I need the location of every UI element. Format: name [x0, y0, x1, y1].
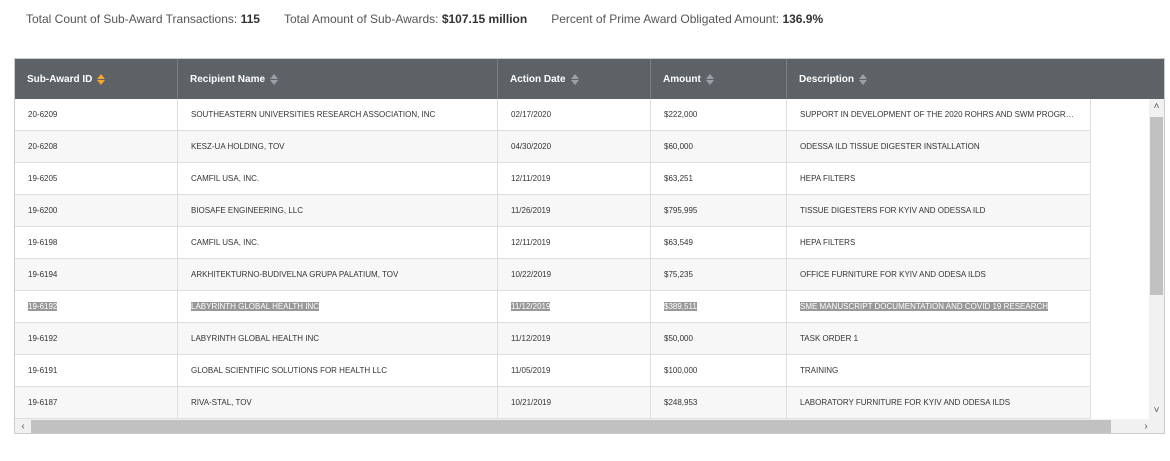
cell-sub-award-id[interactable]: 20-6209: [15, 99, 178, 130]
summary-percent: Percent of Prime Award Obligated Amount:…: [551, 12, 823, 28]
cell-action-date: 04/30/2020: [498, 131, 651, 162]
cell-sub-award-id[interactable]: 19-6205: [15, 163, 178, 194]
sub-awards-table: Sub-Award ID Recipient Name Action Date …: [14, 58, 1165, 434]
horizontal-scrollbar[interactable]: ‹ ›: [15, 419, 1164, 433]
cell-recipient-name[interactable]: RIVA-STAL, TOV: [178, 387, 498, 418]
cell-recipient-name[interactable]: LABYRINTH GLOBAL HEALTH INC: [178, 291, 498, 322]
cell-description: TISSUE DIGESTERS FOR KYIV AND ODESSA ILD: [787, 195, 1091, 226]
table-row[interactable]: 19-6194 ARKHITEKTURNO-BUDIVELNA GRUPA PA…: [15, 259, 1091, 291]
cell-description: HEPA FILTERS: [787, 163, 1091, 194]
summary-percent-value: 136.9%: [782, 12, 824, 26]
cell-amount: $63,549: [651, 227, 787, 258]
table-row[interactable]: 19-6200 BIOSAFE ENGINEERING, LLC 11/26/2…: [15, 195, 1091, 227]
summary-count: Total Count of Sub-Award Transactions: 1…: [26, 12, 260, 28]
vertical-scroll-thumb[interactable]: [1150, 117, 1163, 295]
sort-icon[interactable]: [270, 73, 279, 85]
cell-description: SUPPORT IN DEVELOPMENT OF THE 2020 ROHRS…: [787, 99, 1091, 130]
cell-recipient-name[interactable]: KESZ-UA HOLDING, TOV: [178, 131, 498, 162]
cell-description: TASK ORDER 1: [787, 323, 1091, 354]
cell-description: ODESSA ILD TISSUE DIGESTER INSTALLATION: [787, 131, 1091, 162]
column-header-label: Description: [799, 73, 855, 85]
chevron-left-icon[interactable]: ‹: [21, 421, 25, 432]
table-row[interactable]: 19-6191 GLOBAL SCIENTIFIC SOLUTIONS FOR …: [15, 355, 1091, 387]
cell-sub-award-id[interactable]: 19-6198: [15, 227, 178, 258]
summary-count-value: 115: [240, 12, 260, 26]
cell-sub-award-id[interactable]: 19-6194: [15, 259, 178, 290]
sort-icon[interactable]: [859, 73, 868, 85]
column-header-label: Recipient Name: [190, 73, 266, 85]
column-header-recipient-name[interactable]: Recipient Name: [178, 59, 498, 99]
table-body: 20-6209 SOUTHEASTERN UNIVERSITIES RESEAR…: [15, 99, 1091, 419]
chevron-up-icon[interactable]: ˄: [1153, 101, 1160, 112]
summary-amount-value: $107.15 million: [441, 12, 528, 26]
horizontal-scroll-thumb[interactable]: [31, 420, 1111, 433]
table-header: Sub-Award ID Recipient Name Action Date …: [15, 59, 1164, 99]
cell-action-date: 10/22/2019: [498, 259, 651, 290]
table-row[interactable]: 19-6198 CAMFIL USA, INC. 12/11/2019 $63,…: [15, 227, 1091, 259]
sort-icon[interactable]: [97, 73, 106, 85]
cell-description: TRAINING: [787, 355, 1091, 386]
cell-recipient-name[interactable]: SOUTHEASTERN UNIVERSITIES RESEARCH ASSOC…: [178, 99, 498, 130]
cell-recipient-name[interactable]: GLOBAL SCIENTIFIC SOLUTIONS FOR HEALTH L…: [178, 355, 498, 386]
column-header-sub-award-id[interactable]: Sub-Award ID: [15, 59, 178, 99]
column-header-action-date[interactable]: Action Date: [498, 59, 651, 99]
cell-amount: $222,000: [651, 99, 787, 130]
cell-action-date: 11/12/2019: [498, 291, 651, 322]
table-row[interactable]: 19-6187 RIVA-STAL, TOV 10/21/2019 $248,9…: [15, 387, 1091, 419]
cell-sub-award-id[interactable]: 20-6208: [15, 131, 178, 162]
summary-amount: Total Amount of Sub-Awards: $107.15 mill…: [284, 12, 527, 28]
table-row[interactable]: 20-6209 SOUTHEASTERN UNIVERSITIES RESEAR…: [15, 99, 1091, 131]
cell-recipient-name[interactable]: CAMFIL USA, INC.: [178, 163, 498, 194]
cell-sub-award-id[interactable]: 19-6191: [15, 355, 178, 386]
table-row[interactable]: 19-6192 LABYRINTH GLOBAL HEALTH INC 11/1…: [15, 323, 1091, 355]
chevron-right-icon[interactable]: ›: [1144, 421, 1148, 432]
cell-amount: $75,235: [651, 259, 787, 290]
summary-amount-label: Total Amount of Sub-Awards:: [283, 12, 439, 26]
column-header-label: Action Date: [510, 73, 566, 85]
cell-description: HEPA FILTERS: [787, 227, 1091, 258]
cell-amount: $60,000: [651, 131, 787, 162]
sort-icon[interactable]: [570, 73, 579, 85]
cell-amount: $795,995: [651, 195, 787, 226]
cell-sub-award-id[interactable]: 19-6200: [15, 195, 178, 226]
cell-description: LABORATORY FURNITURE FOR KYIV AND ODESA …: [787, 387, 1091, 418]
cell-amount: $248,953: [651, 387, 787, 418]
cell-description: OFFICE FURNITURE FOR KYIV AND ODESA ILDS: [787, 259, 1091, 290]
cell-sub-award-id[interactable]: 19-6192: [15, 291, 178, 322]
cell-action-date: 02/17/2020: [498, 99, 651, 130]
sort-icon[interactable]: [705, 73, 714, 85]
cell-sub-award-id[interactable]: 19-6192: [15, 323, 178, 354]
chevron-down-icon[interactable]: ˅: [1153, 405, 1160, 416]
cell-action-date: 11/12/2019: [498, 323, 651, 354]
cell-recipient-name[interactable]: BIOSAFE ENGINEERING, LLC: [178, 195, 498, 226]
cell-amount: $100,000: [651, 355, 787, 386]
cell-action-date: 11/05/2019: [498, 355, 651, 386]
summary-bar: Total Count of Sub-Award Transactions: 1…: [26, 12, 823, 28]
table-row[interactable]: 20-6208 KESZ-UA HOLDING, TOV 04/30/2020 …: [15, 131, 1091, 163]
column-header-label: Sub-Award ID: [27, 73, 93, 85]
table-row[interactable]: 19-6205 CAMFIL USA, INC. 12/11/2019 $63,…: [15, 163, 1091, 195]
column-header-amount[interactable]: Amount: [651, 59, 787, 99]
column-header-label: Amount: [663, 73, 701, 85]
cell-action-date: 12/11/2019: [498, 227, 651, 258]
cell-amount: $389,511: [651, 291, 787, 322]
cell-action-date: 11/26/2019: [498, 195, 651, 226]
cell-description: SME MANUSCRIPT DOCUMENTATION AND COVID 1…: [787, 291, 1091, 322]
summary-count-label: Total Count of Sub-Award Transactions:: [26, 12, 238, 26]
cell-action-date: 12/11/2019: [498, 163, 651, 194]
cell-sub-award-id[interactable]: 19-6187: [15, 387, 178, 418]
table-row-selected[interactable]: 19-6192 LABYRINTH GLOBAL HEALTH INC 11/1…: [15, 291, 1091, 323]
cell-recipient-name[interactable]: LABYRINTH GLOBAL HEALTH INC: [178, 323, 498, 354]
vertical-scrollbar[interactable]: ˄ ˅: [1149, 99, 1164, 419]
cell-recipient-name[interactable]: CAMFIL USA, INC.: [178, 227, 498, 258]
cell-amount: $50,000: [651, 323, 787, 354]
summary-percent-label: Percent of Prime Award Obligated Amount:: [551, 12, 780, 26]
column-header-description[interactable]: Description: [787, 59, 1164, 99]
cell-action-date: 10/21/2019: [498, 387, 651, 418]
cell-recipient-name[interactable]: ARKHITEKTURNO-BUDIVELNA GRUPA PALATIUM, …: [178, 259, 498, 290]
cell-amount: $63,251: [651, 163, 787, 194]
